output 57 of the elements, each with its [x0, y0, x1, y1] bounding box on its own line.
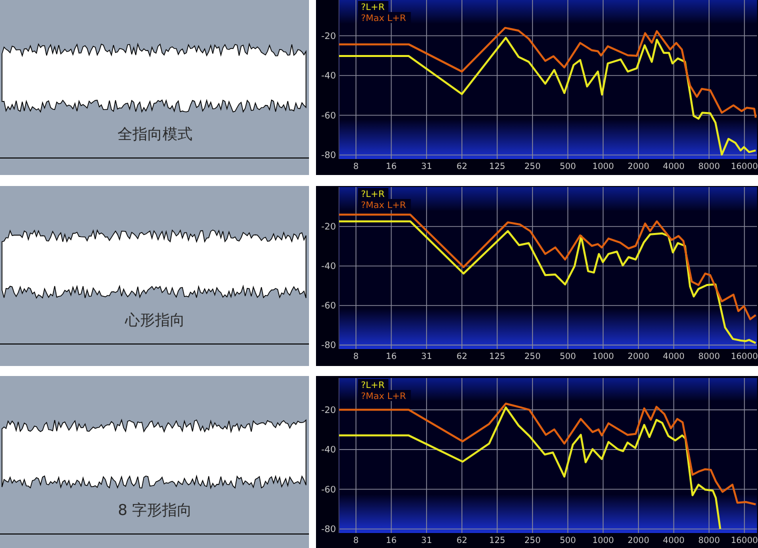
y-tick-label: -60	[321, 111, 336, 122]
y-tick-label: -20	[321, 406, 336, 416]
y-tick-label: -60	[321, 485, 336, 496]
x-tick-label: 4000	[662, 352, 685, 362]
x-tick-label: 31	[421, 536, 432, 546]
text: ?L+R	[361, 3, 385, 13]
x-tick-label: 16	[386, 536, 397, 546]
series-label: ?Max L+R	[361, 392, 406, 402]
x-tick-label: 16000	[730, 162, 758, 172]
x-tick-label: 1000	[592, 162, 614, 172]
y-tick-label: -60	[321, 302, 336, 312]
x-tick-label: 250	[524, 352, 541, 362]
text: 8 字形指向	[118, 501, 192, 519]
x-tick-label: 2000	[628, 162, 650, 172]
x-tick-label: 16	[386, 352, 397, 362]
series-label: ?Max L+R	[361, 201, 406, 211]
x-tick-label: 1000	[592, 536, 614, 546]
x-tick-label: 8	[353, 352, 359, 362]
x-tick-label: 1000	[592, 352, 614, 362]
y-tick-label: -40	[321, 446, 336, 456]
y-tick-label: -20	[321, 32, 336, 42]
text: 心形指向	[124, 311, 185, 329]
x-tick-label: 16000	[730, 536, 758, 546]
x-tick-label: 8000	[698, 536, 720, 546]
text: ?L+R	[361, 381, 385, 391]
y-tick-label: -80	[321, 525, 336, 536]
x-tick-label: 62	[456, 352, 468, 362]
text: ?L+R	[361, 190, 385, 200]
x-tick-label: 500	[560, 352, 576, 362]
x-tick-label: 8	[353, 162, 359, 172]
x-tick-label: 125	[489, 352, 506, 362]
x-tick-label: 4000	[662, 162, 685, 172]
x-tick-label: 250	[524, 162, 541, 172]
x-tick-label: 8000	[698, 162, 720, 172]
x-tick-label: 8000	[698, 352, 720, 362]
x-tick-label: 62	[456, 536, 468, 546]
x-tick-label: 31	[421, 162, 432, 172]
x-tick-label: 125	[489, 536, 506, 546]
y-tick-label: -80	[321, 341, 336, 352]
x-tick-label: 62	[456, 162, 468, 172]
y-tick-label: -40	[321, 72, 336, 82]
x-tick-label: 8	[353, 536, 359, 546]
x-tick-label: 2000	[628, 352, 650, 362]
x-tick-label: 4000	[662, 536, 685, 546]
x-tick-label: 250	[524, 536, 541, 546]
x-tick-label: 31	[421, 352, 432, 362]
x-tick-label: 125	[489, 162, 506, 172]
text: 全指向模式	[118, 125, 192, 143]
x-tick-label: 16000	[730, 352, 758, 362]
x-tick-label: 16	[386, 162, 397, 172]
x-tick-label: 500	[560, 162, 576, 172]
text: ?Max L+R	[361, 14, 406, 24]
x-tick-label: 500	[560, 536, 576, 546]
y-tick-label: -20	[321, 222, 336, 233]
y-tick-label: -40	[321, 262, 336, 272]
x-tick-label: 2000	[628, 536, 650, 546]
y-tick-label: -80	[321, 151, 336, 162]
